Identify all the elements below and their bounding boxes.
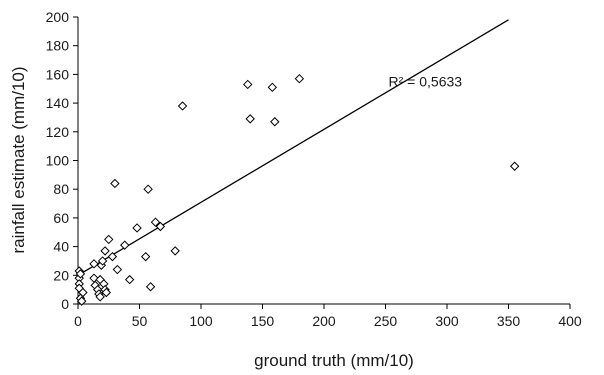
y-tick-label: 140: [46, 95, 70, 111]
data-point: [110, 178, 120, 189]
data-point: [140, 251, 151, 262]
data-point: [97, 256, 108, 266]
data-point: [170, 246, 180, 256]
x-tick-label: 0: [74, 313, 82, 329]
data-point: [89, 259, 99, 269]
data-point: [245, 114, 255, 124]
data-point: [75, 269, 86, 279]
data-point: [143, 184, 153, 194]
data-points: [74, 73, 520, 306]
y-tick-label: 20: [53, 267, 69, 283]
data-point: [112, 264, 123, 275]
data-point: [95, 292, 105, 302]
data-point: [78, 287, 88, 298]
data-point: [120, 240, 130, 250]
data-point: [270, 117, 280, 127]
y-tick-label: 40: [53, 239, 69, 255]
y-tick-label: 0: [61, 296, 69, 312]
y-tick-label: 180: [46, 38, 70, 54]
x-tick-label: 150: [251, 313, 275, 329]
data-point: [132, 223, 142, 233]
data-point: [509, 161, 520, 171]
y-tick-label: 100: [46, 153, 70, 169]
x-tick-label: 100: [189, 313, 213, 329]
x-axis-ticks: 0 50 100 150 200 250 300 350 400: [74, 304, 582, 329]
y-axis-ticks: 0 20 40 60 80 100 120 140 160 180 200: [46, 9, 78, 312]
data-point: [150, 217, 161, 227]
data-point: [76, 296, 87, 306]
data-point: [89, 273, 99, 283]
x-tick-label: 200: [312, 313, 336, 329]
y-axis-title: rainfall estimate (mm/10): [9, 66, 28, 253]
data-point: [124, 274, 135, 285]
x-tick-label: 300: [435, 313, 459, 329]
data-point: [243, 79, 253, 90]
x-tick-label: 350: [497, 313, 521, 329]
data-point: [107, 251, 118, 262]
data-point: [101, 287, 111, 298]
y-tick-label: 60: [53, 210, 69, 226]
data-point: [294, 73, 305, 84]
data-point: [177, 101, 188, 111]
data-point: [267, 82, 278, 93]
x-axis-title: ground truth (mm/10): [254, 351, 414, 370]
y-tick-label: 200: [46, 9, 70, 25]
data-point: [104, 234, 114, 245]
y-tick-label: 80: [53, 181, 69, 197]
r-squared-annotation: R² = 0,5633: [389, 74, 463, 90]
trendline: [77, 19, 509, 276]
y-tick-label: 160: [46, 66, 70, 82]
x-tick-label: 250: [374, 313, 398, 329]
data-point: [145, 282, 156, 292]
y-tick-label: 120: [46, 124, 70, 140]
data-point: [155, 221, 166, 232]
x-tick-label: 400: [558, 313, 582, 329]
x-tick-label: 50: [132, 313, 148, 329]
data-point: [100, 246, 110, 256]
